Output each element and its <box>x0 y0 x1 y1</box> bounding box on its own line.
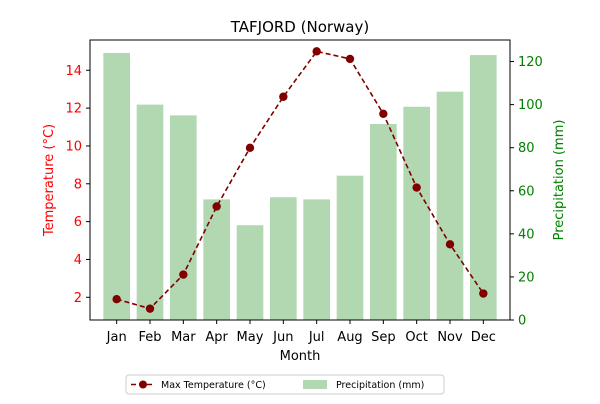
x-tick-label: Feb <box>138 330 161 345</box>
x-tick-label: Jun <box>272 330 293 345</box>
bar-jan <box>103 52 130 321</box>
bar-jun <box>270 197 297 320</box>
bar-nov <box>436 91 464 320</box>
x-tick-label: Jan <box>106 330 127 345</box>
temp-point-oct <box>412 183 421 192</box>
y-ticks-right: 0 20 40 60 80 100 120 <box>510 55 543 329</box>
bar-oct <box>403 106 430 321</box>
y-tick-label-left: 2 <box>74 291 82 306</box>
x-ticks: Jan Feb Mar Apr May Jun Jul Aug Sep Oct Nov Dec <box>106 320 496 345</box>
temp-point-jan <box>112 294 121 304</box>
temp-point-jul <box>312 47 321 56</box>
temp-point-mar <box>179 270 188 279</box>
y-tick-label-left: 8 <box>74 177 82 192</box>
temp-line <box>112 47 488 313</box>
temp-series-line <box>116 50 484 310</box>
x-tick-label: May <box>237 330 264 345</box>
chart-title: TAFJORD (Norway) <box>230 18 369 36</box>
bar-dec <box>470 55 497 320</box>
bar-mar <box>170 115 197 320</box>
bar-may <box>236 225 264 320</box>
y-tick-label-left: 10 <box>65 139 82 154</box>
y-tick-label-right: 120 <box>518 55 543 70</box>
legend-bar-swatch <box>303 380 327 389</box>
y-tick-label-right: 0 <box>518 314 526 329</box>
y-tick-label-right: 40 <box>518 227 535 242</box>
y-tick-label-left: 6 <box>74 215 82 230</box>
x-tick-label: Sep <box>371 330 396 345</box>
y-tick-label-right: 100 <box>518 98 543 113</box>
temp-point-may <box>245 143 255 153</box>
y-axis-label-right: Precipitation (mm) <box>552 120 567 241</box>
y-axis-label-left: Temperature (°C) <box>42 124 57 237</box>
y-tick-label-right: 80 <box>518 141 535 156</box>
x-tick-label: Dec <box>471 330 496 345</box>
x-tick-label: Aug <box>337 330 362 345</box>
y-ticks-left: 2 4 6 8 10 12 14 <box>65 64 90 306</box>
y-tick-label-right: 60 <box>518 184 535 199</box>
x-tick-label: Apr <box>205 330 228 345</box>
bar-jul <box>303 199 330 320</box>
x-tick-label: Mar <box>171 330 196 345</box>
plot-frame <box>89 39 511 321</box>
bar-sep <box>370 124 397 320</box>
temp-point-jun <box>279 92 288 101</box>
legend: Max Temperature (°C) Precipitation (mm) <box>125 374 445 395</box>
legend-marker-swatch <box>139 380 147 389</box>
x-axis-label: Month <box>280 349 321 364</box>
temp-point-dec <box>479 289 488 298</box>
x-tick-label: Jul <box>308 330 325 345</box>
x-tick-label: Oct <box>405 330 427 345</box>
temp-point-feb <box>145 304 155 313</box>
y-tick-label-left: 12 <box>65 102 82 117</box>
y-tick-label-left: 4 <box>74 253 82 268</box>
bar-aug <box>336 175 364 320</box>
y-tick-label-left: 14 <box>65 64 82 79</box>
bar-feb <box>136 104 164 320</box>
x-tick-label: Nov <box>437 330 463 345</box>
temp-point-nov <box>445 240 455 249</box>
legend-box <box>125 374 445 395</box>
legend-label-precip: Precipitation (mm) <box>336 380 424 391</box>
temp-point-sep <box>379 109 388 118</box>
temp-point-aug <box>345 54 355 64</box>
legend-label-temp: Max Temperature (°C) <box>161 380 266 391</box>
bar-apr <box>203 199 230 320</box>
temp-point-apr <box>212 202 221 211</box>
y-tick-label-right: 20 <box>518 270 535 285</box>
precip-bars <box>103 52 497 321</box>
